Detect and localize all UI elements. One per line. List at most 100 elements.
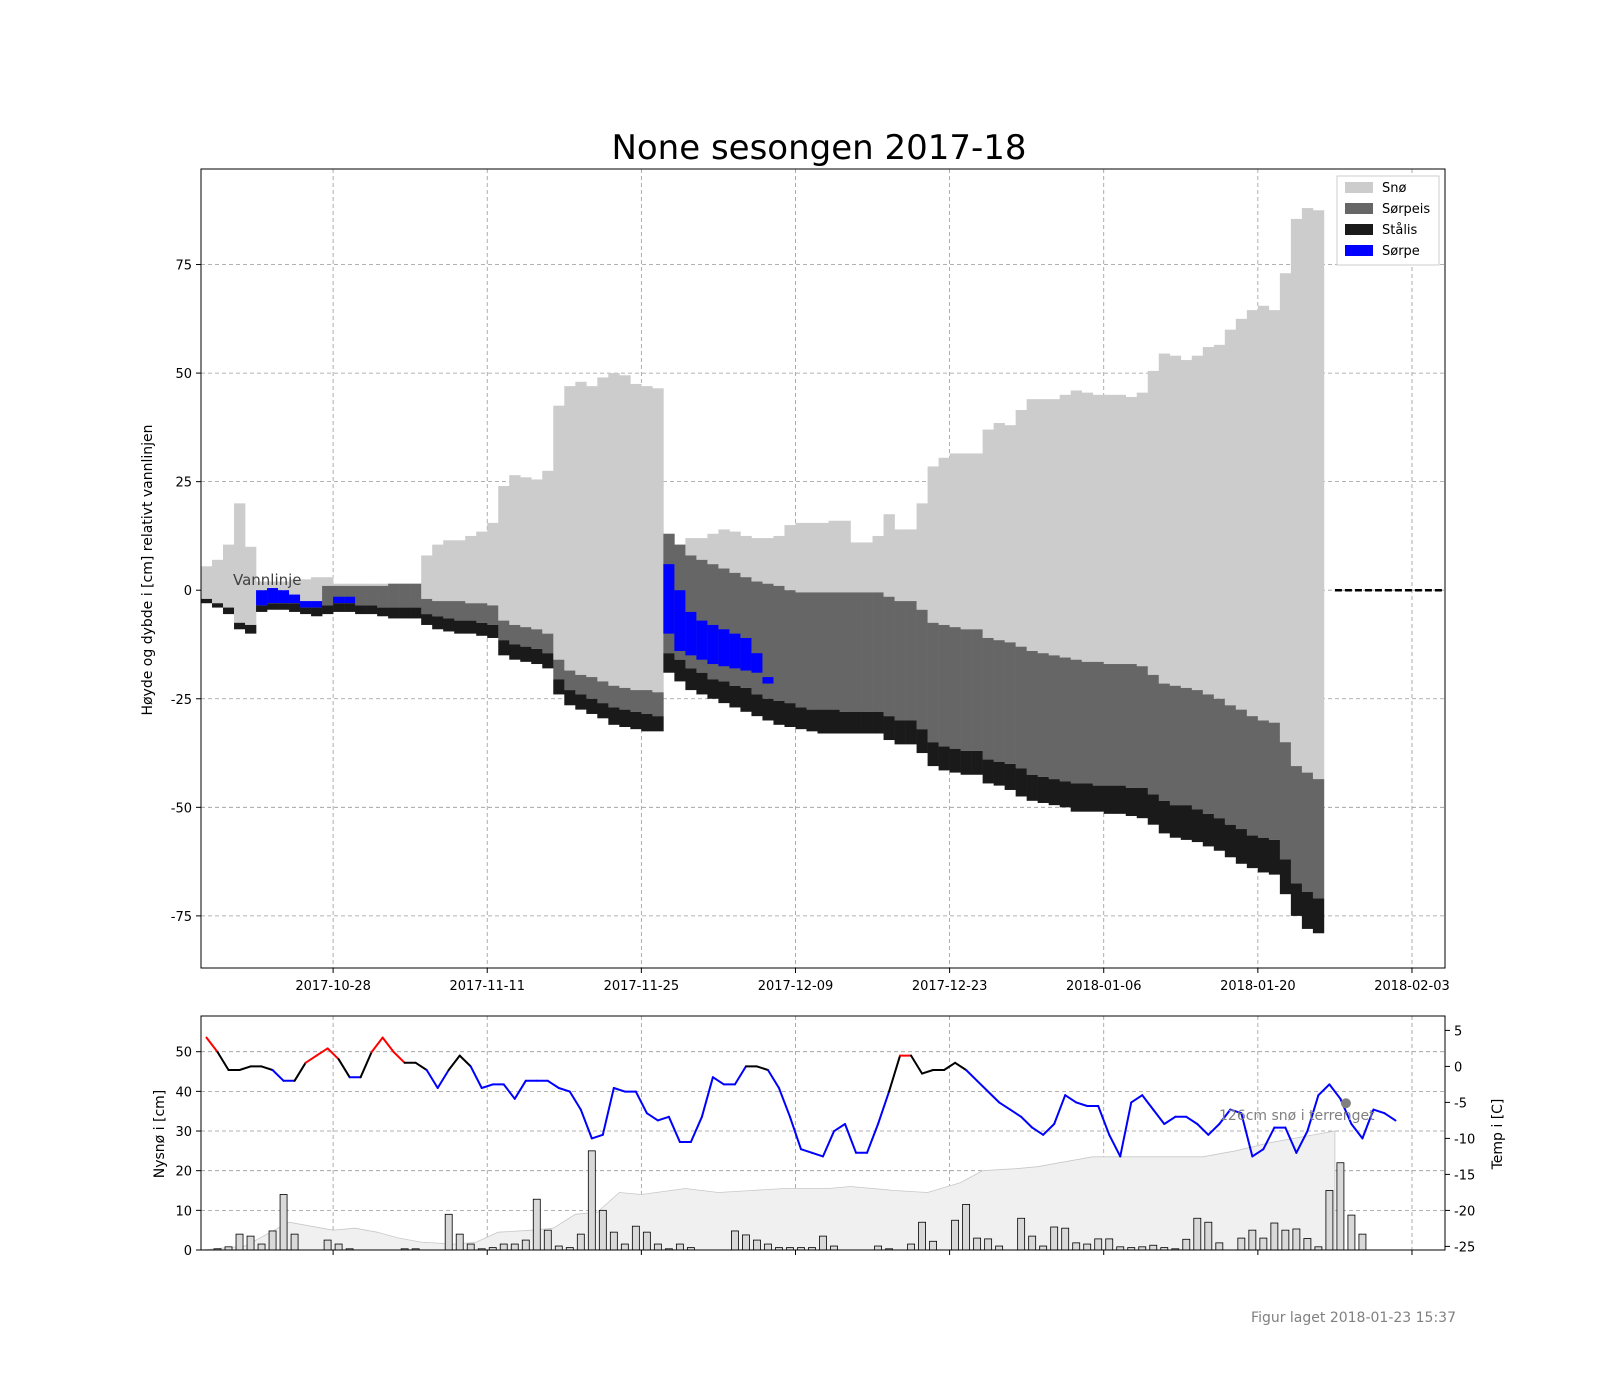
stalis-bar (1004, 763, 1016, 790)
stalis-bar (1081, 783, 1094, 812)
snow-bar (927, 466, 939, 623)
sorpeis-bar (894, 601, 906, 721)
sorpeis-bar (344, 585, 356, 604)
stalis-bar (465, 620, 477, 634)
sorpeis-bar (388, 583, 400, 608)
stalis-bar (1114, 785, 1127, 814)
temperature-segment (921, 1069, 935, 1075)
bottom-right-tick-label: 0 (1454, 1060, 1462, 1075)
sorpeis-bar (399, 583, 411, 608)
stalis-bar (1224, 824, 1237, 858)
snow-bar (575, 381, 587, 675)
sorpeis-bar (1202, 694, 1215, 814)
top-x-tick-label: 2018-01-06 (1066, 979, 1142, 994)
new-snow-bar (929, 1240, 937, 1251)
snow-bar (938, 457, 950, 625)
bottom-right-tick-label: -15 (1454, 1168, 1475, 1183)
temperature-segment (844, 1123, 858, 1154)
snow-bar (1180, 360, 1193, 688)
stalis-bar (828, 709, 840, 734)
stalis-bar (707, 679, 719, 699)
sorpe-bar (762, 677, 774, 684)
temperature-segment (447, 1054, 461, 1071)
new-snow-bar (1347, 1214, 1356, 1251)
stalis-bar (454, 620, 466, 634)
stalis-bar (245, 624, 257, 634)
temperature-segment (689, 1115, 703, 1143)
stalis-bar (1213, 818, 1226, 851)
bottom-right-tick-label: -5 (1454, 1096, 1467, 1111)
sorpeis-bar (1257, 720, 1270, 838)
temperature-segment (976, 1079, 990, 1093)
stalis-bar (894, 720, 906, 745)
new-snow-bar (268, 1230, 277, 1251)
stalis-bar (201, 598, 213, 604)
sorpeis-bar (476, 603, 488, 623)
stalis-bar (850, 711, 862, 734)
sorpeis-bar (1279, 742, 1292, 860)
sorpeis-bar (630, 690, 642, 712)
new-snow-bar (334, 1243, 343, 1251)
temperature-segment (866, 1123, 880, 1154)
legend-label: Sørpeis (1382, 202, 1430, 217)
stalis-bar (575, 694, 587, 710)
new-snow-bar (1248, 1229, 1257, 1251)
temperature-segment (1141, 1094, 1155, 1111)
new-snow-bar (951, 1219, 960, 1251)
temperature-segment (304, 1054, 318, 1064)
stalis-bar (509, 644, 521, 660)
sorpeis-bar (608, 685, 620, 708)
top-x-tick-label: 2017-12-09 (758, 979, 834, 994)
stalis-bar (520, 646, 532, 662)
stalis-bar (1246, 835, 1259, 869)
temperature-segment (700, 1076, 714, 1118)
stalis-bar (641, 713, 653, 732)
stalis-bar (839, 711, 851, 734)
snow-bar (377, 583, 389, 586)
stalis-bar (1191, 809, 1204, 843)
snow-bar (1224, 329, 1237, 706)
temperature-segment (469, 1065, 483, 1089)
top-axis-ticks: 2017-10-28 2017-11-11 2017-11-25 2017-12-09… (171, 259, 1450, 994)
sorpeis-bar (883, 596, 895, 717)
sorpeis-bar (619, 687, 631, 710)
temperature-segment (1108, 1133, 1122, 1158)
sorpeis-bar (454, 601, 466, 621)
stalis-bar (729, 685, 741, 708)
snow-bar (905, 529, 917, 602)
temperature-segment (1020, 1115, 1034, 1129)
stalis-bar (1312, 898, 1325, 934)
sorpeis-bar (1048, 655, 1060, 780)
temperature-segment (910, 1054, 924, 1075)
snow-bar (718, 529, 730, 569)
sorpeis-bar (1092, 661, 1105, 786)
temperature-segment (612, 1087, 626, 1093)
temperature-segment (954, 1061, 968, 1071)
temperature-segment (987, 1090, 1001, 1104)
bottom-left-tick-label: 0 (184, 1244, 192, 1259)
stalis-bar (1070, 783, 1083, 812)
temperature-segment (502, 1083, 516, 1100)
temperature-segment (799, 1148, 813, 1154)
snow-bar (641, 386, 653, 691)
snow-bar (828, 520, 840, 593)
snow-bar (476, 531, 488, 604)
legend: Snø Sørpeis Stålis Sørpe (1336, 175, 1440, 266)
temperature-segment (943, 1061, 957, 1071)
top-y-tick-label: 0 (184, 584, 192, 599)
snow-bar (300, 579, 312, 602)
top-y-tick-label: 50 (175, 367, 192, 382)
new-snow-bar (1237, 1237, 1246, 1251)
sorpe-bar (674, 590, 686, 652)
snow-bar (498, 485, 510, 621)
bottom-right-tick-label: -20 (1454, 1204, 1475, 1219)
new-snow-bar (918, 1221, 926, 1251)
stalis-bar (1037, 776, 1049, 803)
temperature-segment (1350, 1123, 1364, 1140)
snow-bar (234, 503, 246, 623)
snow-bar (993, 423, 1005, 641)
snow-bar (1015, 410, 1027, 647)
snow-bar (630, 383, 642, 691)
bottom-right-tick-label: -10 (1454, 1132, 1475, 1147)
temperature-segment (590, 1133, 604, 1140)
